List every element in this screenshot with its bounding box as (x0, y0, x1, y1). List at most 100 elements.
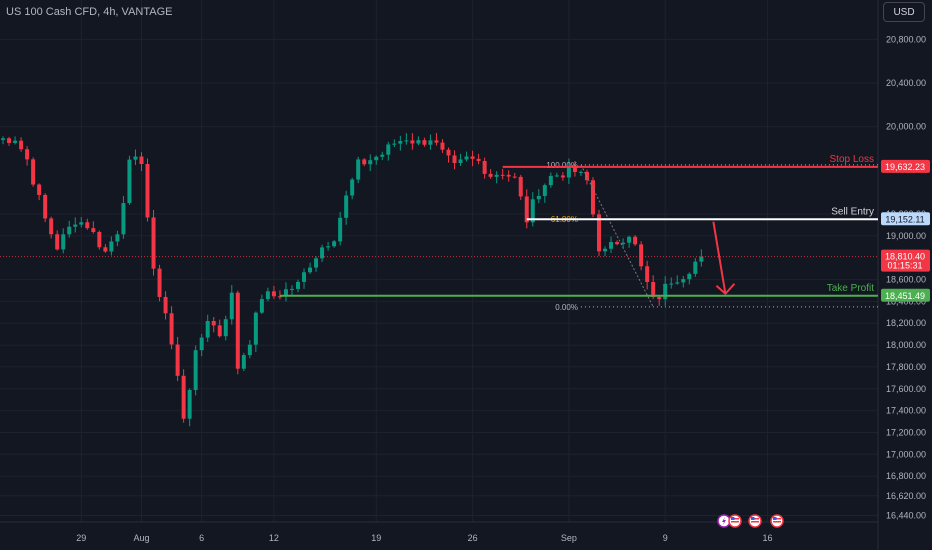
candle (139, 152, 144, 172)
candle (199, 333, 204, 357)
candle-body (79, 222, 84, 225)
candle (338, 211, 343, 246)
candle (476, 153, 481, 165)
candle (500, 168, 505, 180)
candle-body (115, 234, 120, 242)
candle (19, 137, 24, 152)
candle (398, 135, 403, 151)
candles (1, 132, 704, 427)
candle-body (542, 185, 547, 196)
candle-body (512, 176, 517, 178)
candle-body (663, 283, 668, 300)
candle-body (61, 234, 66, 250)
candle-body (560, 175, 565, 178)
candle-body (657, 296, 662, 300)
time-tick-label: Aug (133, 533, 149, 543)
candle-body (368, 160, 373, 165)
candle-body (428, 140, 433, 145)
candle (693, 258, 698, 277)
candle-body (121, 203, 126, 235)
candle (61, 228, 66, 254)
candle-body (530, 199, 535, 223)
candle (205, 314, 210, 342)
candle-body (296, 281, 300, 289)
candle (217, 319, 222, 338)
bar-countdown: 01:15:31 (887, 261, 922, 271)
currency-button[interactable]: USD (883, 2, 925, 22)
sell-entry-level: Sell Entry 19,152.11 (526, 206, 930, 226)
candle-body (452, 155, 457, 164)
candle (368, 154, 373, 171)
candle (356, 156, 361, 184)
fib-level-label: 100.00% (546, 161, 578, 170)
candle (127, 155, 132, 205)
candle-body (639, 244, 644, 267)
candle (536, 189, 541, 204)
lightning-flag-icon[interactable] (717, 514, 731, 528)
candle (494, 171, 499, 184)
candle-body (302, 272, 307, 282)
candle-body (380, 154, 385, 157)
candle (615, 240, 620, 246)
candle (320, 244, 325, 263)
candle (627, 235, 632, 248)
us-flag-icon[interactable] (770, 514, 784, 528)
candle (350, 177, 355, 200)
candle-body (392, 143, 397, 145)
us-flag-icon[interactable] (748, 514, 762, 528)
candle-body (627, 236, 632, 243)
candle-body (386, 144, 391, 155)
candle (283, 282, 288, 302)
candle-body (175, 344, 180, 376)
candle-body (651, 282, 656, 297)
candle (121, 196, 126, 239)
candle-body (253, 312, 258, 345)
candle (289, 285, 294, 296)
candle (434, 132, 439, 146)
candle-body (133, 156, 138, 160)
candle-body (434, 140, 439, 143)
candle (308, 262, 313, 274)
candle-body (271, 291, 276, 297)
candle (428, 134, 433, 150)
candle (151, 210, 156, 276)
candle (193, 345, 198, 396)
candle-body (1, 138, 6, 140)
candle (85, 218, 90, 230)
candle (560, 172, 565, 181)
candle (633, 235, 638, 246)
candle-body (283, 289, 288, 297)
candle-body (609, 242, 614, 249)
candle (302, 268, 307, 289)
time-tick-label: 19 (371, 533, 381, 543)
candle-body (73, 224, 78, 227)
candle-body (91, 228, 96, 232)
projection-arrow (712, 221, 736, 296)
candle (271, 285, 276, 299)
candle-body (67, 226, 72, 235)
fib-level-label: 0.00% (555, 303, 578, 312)
price-tick-label: 17,400.00 (886, 406, 926, 416)
candle (241, 352, 246, 372)
us-flag-icon[interactable] (728, 514, 742, 528)
price-tick-label: 17,800.00 (886, 362, 926, 372)
candle (524, 189, 529, 229)
candle (332, 240, 337, 248)
candle-body (603, 248, 608, 252)
candle-body (326, 246, 331, 248)
candle (103, 244, 108, 253)
candle (603, 246, 608, 257)
candle (169, 306, 174, 350)
candle-body (235, 292, 240, 369)
sell-entry-price-box (881, 212, 930, 226)
candle-body (103, 247, 108, 252)
candle (488, 169, 493, 179)
candle-body (356, 159, 361, 180)
candle-body (151, 217, 156, 269)
candle (73, 217, 78, 233)
candle-body (211, 320, 216, 326)
candle-body (590, 180, 595, 215)
candle-body (422, 140, 427, 145)
